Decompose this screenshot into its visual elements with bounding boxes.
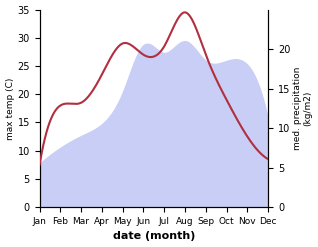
Y-axis label: max temp (C): max temp (C) bbox=[5, 77, 15, 140]
X-axis label: date (month): date (month) bbox=[113, 231, 195, 242]
Y-axis label: med. precipitation
(kg/m2): med. precipitation (kg/m2) bbox=[293, 67, 313, 150]
